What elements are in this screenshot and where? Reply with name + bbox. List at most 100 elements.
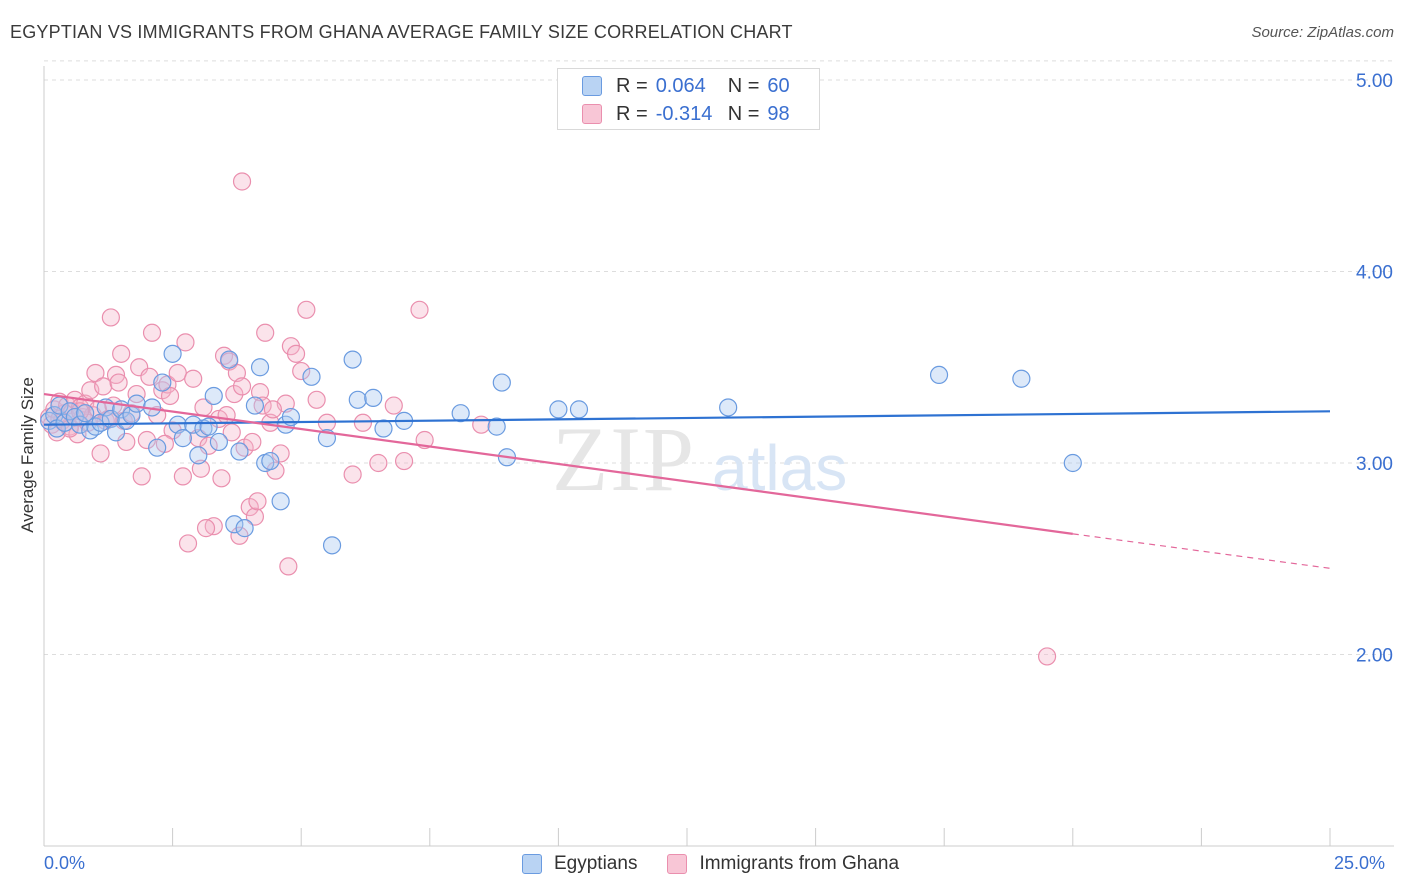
ghana-point xyxy=(212,469,231,488)
egyptian-point xyxy=(148,438,167,457)
source-label: Source: ZipAtlas.com xyxy=(1251,24,1394,41)
ghana-point xyxy=(472,415,491,434)
ghana-point xyxy=(243,432,262,452)
ghana-point xyxy=(250,383,270,402)
ghana-point xyxy=(253,396,272,415)
egyptian-point xyxy=(60,402,79,421)
ghana-point xyxy=(86,363,105,383)
egyptian-points xyxy=(40,344,1082,555)
r-value: 0.064 xyxy=(655,74,706,97)
y-tick-label: 4.00 xyxy=(1356,263,1393,284)
ghana-point xyxy=(297,300,316,319)
legend-item-egyptians[interactable]: Egyptians xyxy=(522,853,637,875)
ghana-point xyxy=(286,344,306,363)
egyptian-point xyxy=(235,519,254,538)
ghana-point xyxy=(160,386,180,406)
ghana-point xyxy=(245,507,265,526)
ghana-point xyxy=(184,369,203,388)
egyptian-point xyxy=(225,515,244,534)
egyptian-point xyxy=(1063,453,1082,473)
ghana-point xyxy=(112,344,131,363)
ghana-point xyxy=(178,534,198,553)
chart-title: EGYPTIAN VS IMMIGRANTS FROM GHANA AVERAG… xyxy=(10,22,793,42)
egyptian-point xyxy=(322,536,342,555)
ghana-point xyxy=(279,557,298,576)
ghana-point xyxy=(248,492,267,511)
egyptian-point xyxy=(184,415,203,434)
ghana-points xyxy=(40,172,1057,666)
ghana-point xyxy=(91,444,110,463)
egyptian-point xyxy=(220,350,239,369)
egyptians-legend-swatch xyxy=(522,854,542,874)
egyptian-point xyxy=(199,417,218,436)
ghana-point xyxy=(222,423,241,442)
ghana-point xyxy=(225,384,244,404)
egyptian-point xyxy=(302,367,321,386)
axes xyxy=(43,66,1394,847)
egyptian-point xyxy=(189,446,208,465)
egyptian-point xyxy=(209,432,228,452)
y-tick-labels: 2.00 3.00 4.00 5.00 xyxy=(1356,71,1393,667)
y-axis-label: Average Family Size xyxy=(18,377,37,533)
y-tick-label: 3.00 xyxy=(1356,454,1393,475)
r-value: -0.314 xyxy=(655,102,713,125)
egyptian-point xyxy=(163,344,182,363)
egyptian-point xyxy=(204,386,223,406)
egyptian-point xyxy=(230,442,249,461)
ghana-point xyxy=(173,467,192,486)
ghana-point xyxy=(168,363,187,383)
ghana-trend-extension xyxy=(1072,533,1331,569)
watermark-atlas: atlas xyxy=(712,432,847,504)
watermark: ZIP atlas xyxy=(552,408,847,510)
ghana-point xyxy=(266,461,285,480)
egyptian-point xyxy=(343,350,362,369)
ghana-point xyxy=(369,453,388,473)
egyptian-point xyxy=(271,492,290,511)
ghana-point xyxy=(256,323,275,342)
ghana-point xyxy=(394,451,414,471)
n-value: 60 xyxy=(767,74,790,97)
ghana-point xyxy=(232,377,252,396)
egyptian-point xyxy=(55,413,74,432)
ghana-point xyxy=(132,467,151,486)
egyptian-point xyxy=(364,388,383,407)
egyptian-point xyxy=(153,373,172,392)
watermark-zip: ZIP xyxy=(552,408,696,510)
egyptian-point xyxy=(549,400,568,419)
egyptian-point xyxy=(374,419,393,438)
ghana-point xyxy=(196,519,216,538)
ghana-point xyxy=(217,406,236,425)
ghana-point xyxy=(343,465,362,484)
stats-row-egyptians: R = 0.064 N = 60 xyxy=(582,73,790,99)
egyptian-point xyxy=(929,365,949,385)
gridlines xyxy=(44,60,1394,655)
y-tick-label: 5.00 xyxy=(1356,71,1393,92)
ghana-legend-swatch xyxy=(667,854,688,874)
egyptian-point xyxy=(1012,369,1031,388)
egyptian-point xyxy=(127,394,146,413)
ghana-point xyxy=(410,300,429,319)
egyptian-point xyxy=(719,398,738,417)
egyptian-point xyxy=(173,429,192,448)
ghana-point xyxy=(271,444,290,463)
x-tick-max: 25.0% xyxy=(1334,853,1386,873)
egyptian-point xyxy=(168,415,187,434)
ghana-point xyxy=(232,172,252,191)
n-value: 98 xyxy=(767,102,790,125)
legend-label-ghana: Immigrants from Ghana xyxy=(699,853,900,874)
ghana-trend-line xyxy=(43,392,1073,535)
r-label: R = xyxy=(616,102,648,125)
trend-lines xyxy=(43,392,1331,569)
egyptian-point xyxy=(348,390,367,409)
ghana-point xyxy=(176,333,195,352)
legend-item-ghana[interactable]: Immigrants from Ghana xyxy=(667,853,899,875)
y-tick-label: 2.00 xyxy=(1356,646,1393,667)
egyptian-point xyxy=(451,404,470,423)
ghana-point xyxy=(384,396,403,415)
egyptian-point xyxy=(569,400,589,419)
egyptian-point xyxy=(117,411,136,430)
ghana-point xyxy=(109,373,128,392)
egyptians-swatch xyxy=(582,76,602,96)
stats-legend: R = 0.064 N = 60 R = -0.314 N = 98 xyxy=(557,68,820,130)
ghana-point xyxy=(94,377,113,396)
